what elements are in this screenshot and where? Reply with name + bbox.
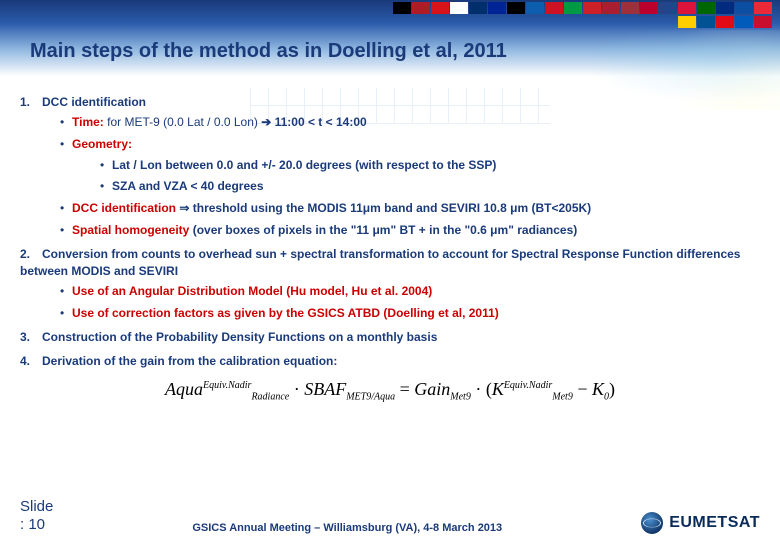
flag-icon <box>754 16 772 28</box>
flag-icon <box>469 2 487 14</box>
eumetsat-logo: EUMETSAT <box>641 512 760 534</box>
content-body: 1.DCC identification Time: for MET-9 (0.… <box>20 94 760 407</box>
flag-icon <box>602 2 620 14</box>
flag-row-2 <box>678 16 772 28</box>
flag-icon <box>678 16 696 28</box>
flag-icon <box>735 16 753 28</box>
step-4: 4.Derivation of the gain from the calibr… <box>20 353 760 369</box>
flag-icon <box>697 16 715 28</box>
slide-number: Slide: 10 <box>20 498 53 534</box>
flag-icon <box>564 2 582 14</box>
step1-time: Time: for MET-9 (0.0 Lat / 0.0 Lon) ➔ 11… <box>60 114 760 130</box>
flag-row-1 <box>393 2 772 14</box>
step1-spatial: Spatial homogeneity (over boxes of pixel… <box>60 222 760 238</box>
step2-b2: Use of correction factors as given by th… <box>60 305 760 321</box>
step1-geo1: Lat / Lon between 0.0 and +/- 20.0 degre… <box>100 157 760 173</box>
flag-icon <box>678 2 696 14</box>
flag-icon <box>583 2 601 14</box>
step2-b1: Use of an Angular Distribution Model (Hu… <box>60 283 760 299</box>
flag-icon <box>659 2 677 14</box>
slide-title: Main steps of the method as in Doelling … <box>30 40 507 63</box>
footer-text: GSICS Annual Meeting – Williamsburg (VA)… <box>53 522 641 534</box>
flag-icon <box>697 2 715 14</box>
footer: Slide: 10 GSICS Annual Meeting – William… <box>20 498 760 534</box>
flag-icon <box>545 2 563 14</box>
flag-icon <box>526 2 544 14</box>
equation: AquaEquiv.NadirRadiance · SBAFMET9/Aqua … <box>20 377 760 404</box>
step1-geometry: Geometry: Lat / Lon between 0.0 and +/- … <box>60 136 760 194</box>
flag-icon <box>640 2 658 14</box>
globe-icon <box>641 512 663 534</box>
step-1: 1.DCC identification Time: for MET-9 (0.… <box>20 94 760 238</box>
step-2: 2.Conversion from counts to overhead sun… <box>20 246 760 321</box>
flag-icon <box>716 2 734 14</box>
flag-icon <box>716 16 734 28</box>
step1-geo2: SZA and VZA < 40 degrees <box>100 178 760 194</box>
flag-icon <box>488 2 506 14</box>
flag-icon <box>450 2 468 14</box>
flag-icon <box>507 2 525 14</box>
flag-icon <box>735 2 753 14</box>
flag-icon <box>754 2 772 14</box>
step-3: 3.Construction of the Probability Densit… <box>20 329 760 345</box>
step1-dcc: DCC identification ⇒ threshold using the… <box>60 200 760 216</box>
flag-icon <box>431 2 449 14</box>
header-banner <box>0 0 780 76</box>
flag-icon <box>412 2 430 14</box>
flag-icon <box>393 2 411 14</box>
flag-icon <box>621 2 639 14</box>
